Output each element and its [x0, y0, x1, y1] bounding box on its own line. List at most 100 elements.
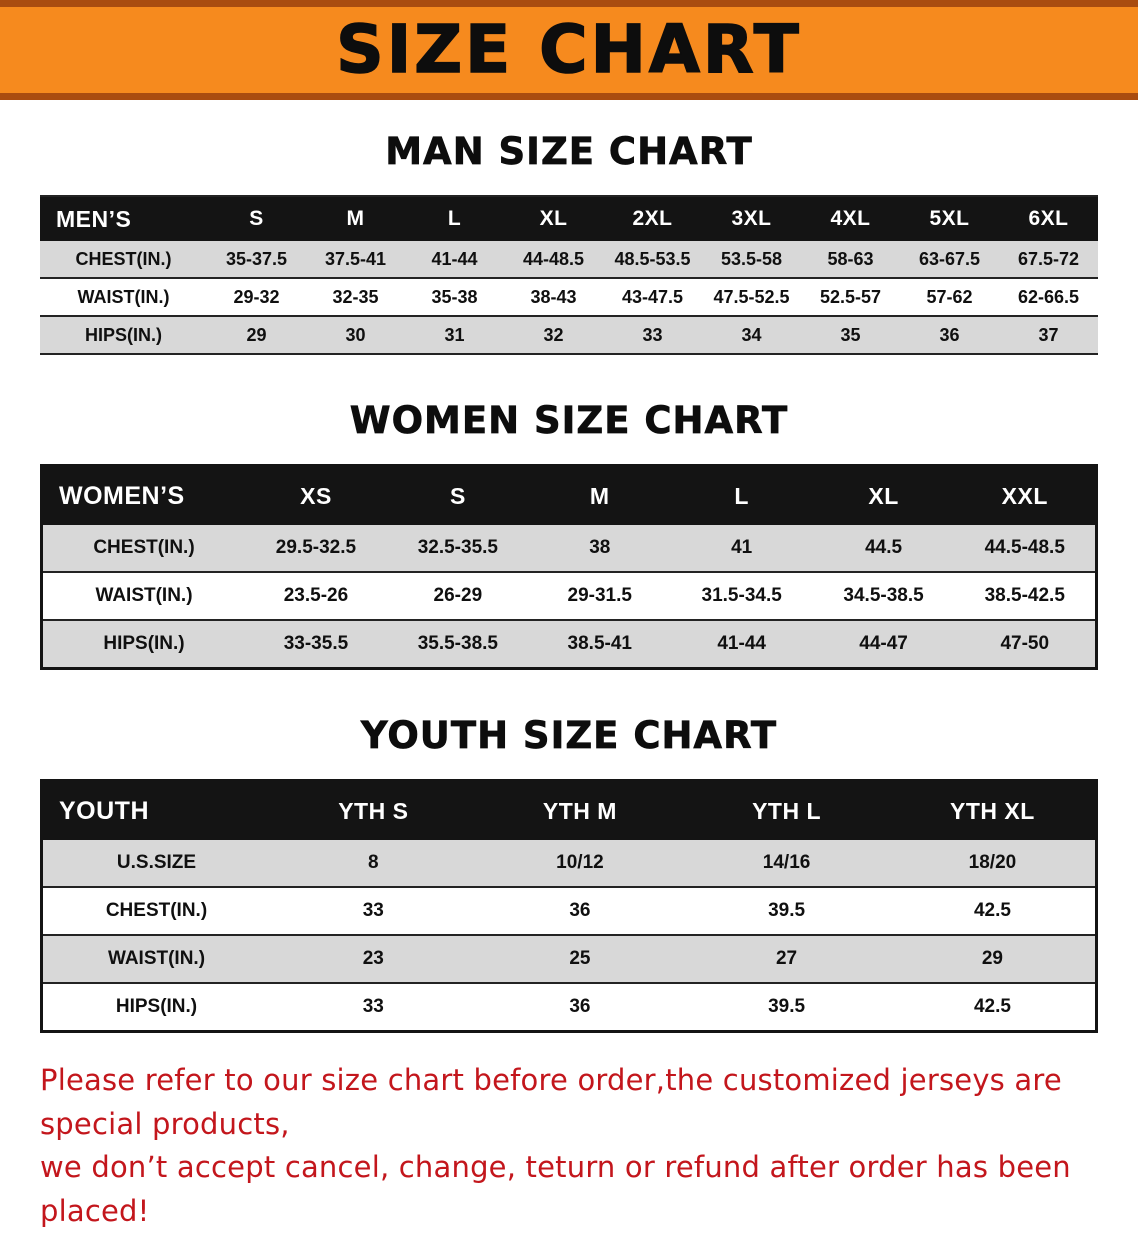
row-label: CHEST(IN.) [75, 248, 172, 269]
size-chart-banner: SIZE CHART [0, 0, 1138, 100]
disclaimer: Please refer to our size chart before or… [40, 1059, 1098, 1233]
size-value: 41 [731, 537, 753, 558]
size-column-header: 4XL [801, 196, 900, 241]
size-column-header: YTH XL [889, 780, 1097, 840]
size-value: 26-29 [433, 585, 483, 606]
size-value: 42.5 [973, 900, 1011, 921]
table-row: WAIST(IN.) 29-32 32-35 35-38 38-43 43-47.5 47.… [40, 278, 1098, 316]
size-value: 10/12 [556, 852, 604, 873]
table-row: WAIST(IN.) 23.5-26 26-29 29-31.5 31.5-34.5 34… [41, 572, 1097, 620]
disclaimer-line-1: Please refer to our size chart before or… [40, 1063, 1062, 1141]
size-value: 34.5-38.5 [843, 585, 924, 606]
size-value: 33 [642, 324, 663, 345]
row-label: HIPS(IN.) [115, 996, 198, 1017]
size-column-header: XL [812, 465, 955, 525]
size-column-header: XS [245, 465, 387, 525]
size-value: 33 [362, 996, 384, 1017]
size-value: 37 [1038, 324, 1059, 345]
size-value: 35 [840, 324, 861, 345]
size-value: 32-35 [332, 286, 379, 307]
men-size-chart-section: MAN SIZE CHART MEN’S S M L XL 2XL 3XL 4XL 5XL 6XL… [40, 130, 1098, 355]
size-value: 41-44 [431, 248, 478, 269]
size-value: 25 [569, 948, 591, 969]
row-label: WAIST(IN.) [95, 585, 193, 606]
size-column-header: YTH L [683, 780, 890, 840]
table-row: HIPS(IN.) 29 30 31 32 33 34 35 36 37 [40, 316, 1098, 354]
size-column-header: XL [504, 196, 603, 241]
size-value: 57-62 [926, 286, 973, 307]
banner-title: SIZE CHART [335, 11, 802, 88]
table-row: HIPS(IN.) 33-35.5 35.5-38.5 38.5-41 41-44 44-… [41, 620, 1097, 669]
table-corner-label: WOMEN’S [41, 465, 245, 525]
row-label: WAIST(IN.) [107, 948, 206, 969]
size-value: 39.5 [768, 900, 806, 921]
table-row: CHEST(IN.) 29.5-32.5 32.5-35.5 38 41 44.5 44.5… [41, 525, 1097, 572]
size-column-header: YTH S [270, 780, 477, 840]
row-label: HIPS(IN.) [103, 633, 185, 654]
size-value: 27 [775, 948, 798, 969]
size-column-header: YTH M [476, 780, 684, 840]
youth-size-table: YOUTH YTH S YTH M YTH L YTH XL U.S.SIZE 8 10/12… [40, 779, 1098, 1033]
size-value: 30 [345, 324, 366, 345]
size-value: 36 [569, 996, 591, 1017]
size-column-header: S [386, 465, 529, 525]
size-value: 39.5 [768, 996, 806, 1017]
size-value: 31.5-34.5 [701, 585, 782, 606]
size-value: 44.5 [865, 537, 903, 558]
page-content: MAN SIZE CHART MEN’S S M L XL 2XL 3XL 4XL 5XL 6XL… [0, 130, 1138, 1233]
size-column-header: L [670, 465, 813, 525]
size-value: 62-66.5 [1017, 286, 1080, 307]
table-corner-label: YOUTH [41, 780, 270, 840]
size-value: 31 [444, 324, 465, 345]
size-value: 44-48.5 [522, 248, 585, 269]
table-row: HIPS(IN.) 33 36 39.5 42.5 [41, 983, 1097, 1032]
row-label: U.S.SIZE [116, 852, 197, 873]
size-value: 42.5 [973, 996, 1011, 1017]
size-value: 58-63 [827, 248, 874, 269]
size-value: 33 [362, 900, 384, 921]
table-corner-label: MEN’S [40, 196, 207, 241]
size-value: 44-47 [859, 633, 908, 654]
size-value: 29.5-32.5 [275, 537, 357, 558]
youth-size-chart-section: YOUTH SIZE CHART YOUTH YTH S YTH M YTH L YTH… [40, 714, 1098, 1033]
women-size-chart-section: WOMEN SIZE CHART WOMEN’S XS S M L XL XXL CHEST(… [40, 399, 1098, 670]
size-value: 18/20 [968, 852, 1017, 873]
table-row: CHEST(IN.) 33 36 39.5 42.5 [41, 887, 1097, 935]
size-value: 44.5-48.5 [984, 537, 1065, 558]
size-column-header: 2XL [603, 196, 702, 241]
size-column-header: S [207, 196, 306, 241]
women-size-table: WOMEN’S XS S M L XL XXL CHEST(IN.) 29.5-32.5 32.5… [40, 464, 1098, 670]
disclaimer-line-2: we don’t accept cancel, change, teturn o… [40, 1150, 1071, 1228]
men-size-table: MEN’S S M L XL 2XL 3XL 4XL 5XL 6XL CHEST(IN.) 35-37… [40, 195, 1098, 355]
table-header-row: YOUTH YTH S YTH M YTH L YTH XL [41, 780, 1097, 840]
size-value: 34 [741, 324, 762, 345]
size-value: 41-44 [717, 633, 766, 654]
size-value: 23 [362, 948, 384, 969]
size-value: 35.5-38.5 [417, 633, 498, 654]
size-value: 32 [543, 324, 564, 345]
size-value: 29-31.5 [567, 585, 632, 606]
size-value: 37.5-41 [324, 248, 387, 269]
size-column-header: M [528, 465, 671, 525]
size-value: 48.5-53.5 [614, 248, 691, 269]
table-header-row: MEN’S S M L XL 2XL 3XL 4XL 5XL 6XL [40, 196, 1098, 241]
men-section-heading: MAN SIZE CHART [385, 130, 753, 174]
size-column-header: XXL [954, 465, 1097, 525]
size-column-header: 6XL [999, 196, 1098, 241]
size-value: 47-50 [1000, 633, 1050, 654]
size-value: 29 [246, 324, 267, 345]
size-value: 36 [569, 900, 591, 921]
women-section-heading: WOMEN SIZE CHART [349, 399, 789, 443]
size-value: 47.5-52.5 [713, 286, 790, 307]
size-column-header: 3XL [702, 196, 801, 241]
size-column-header: M [306, 196, 405, 241]
size-value: 14/16 [762, 852, 811, 873]
size-value: 23.5-26 [283, 585, 349, 606]
size-value: 38-43 [530, 286, 577, 307]
size-value: 33-35.5 [283, 633, 349, 654]
size-value: 36 [939, 324, 960, 345]
size-value: 53.5-58 [720, 248, 783, 269]
row-label: HIPS(IN.) [84, 324, 162, 345]
table-row: U.S.SIZE 8 10/12 14/16 18/20 [41, 840, 1097, 887]
table-header-row: WOMEN’S XS S M L XL XXL [41, 465, 1097, 525]
